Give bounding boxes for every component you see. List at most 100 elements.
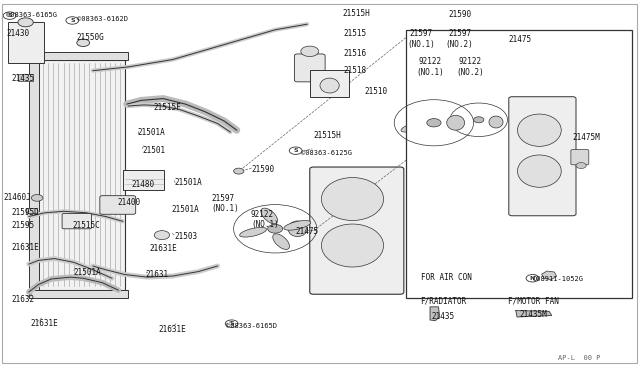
Text: 21590: 21590 [252, 165, 275, 174]
Circle shape [154, 231, 170, 240]
Text: FOR AIR CON: FOR AIR CON [421, 273, 472, 282]
Circle shape [301, 46, 319, 57]
Text: 21597
(NO.1): 21597 (NO.1) [407, 29, 435, 49]
Bar [310, 70, 349, 97]
Text: 21597
(NO.2): 21597 (NO.2) [445, 29, 474, 49]
Ellipse shape [457, 120, 473, 129]
FancyBboxPatch shape [294, 54, 325, 82]
Polygon shape [430, 307, 440, 321]
Text: 21475: 21475 [508, 35, 531, 44]
Text: 21595D: 21595D [12, 208, 39, 217]
Bar [123, 170, 164, 190]
Ellipse shape [518, 155, 561, 187]
Ellipse shape [321, 177, 383, 221]
Text: 21590: 21590 [448, 10, 471, 19]
Text: 21515: 21515 [344, 29, 367, 38]
FancyBboxPatch shape [62, 214, 92, 229]
Circle shape [31, 195, 43, 201]
Text: 21435: 21435 [12, 74, 35, 83]
Text: 21515C: 21515C [72, 221, 100, 230]
Text: 21631: 21631 [146, 270, 169, 279]
FancyBboxPatch shape [100, 196, 136, 214]
FancyBboxPatch shape [509, 97, 576, 216]
Bar [38, 60, 125, 290]
Ellipse shape [321, 224, 383, 267]
Text: ©08363-6165G: ©08363-6165G [6, 12, 58, 18]
Text: 21501A: 21501A [174, 178, 202, 187]
Text: S: S [7, 13, 12, 18]
Text: 21460J: 21460J [3, 193, 31, 202]
Text: S: S [293, 148, 298, 153]
Ellipse shape [418, 104, 435, 118]
Circle shape [474, 117, 484, 123]
Ellipse shape [442, 113, 467, 124]
Text: 21515F: 21515F [154, 103, 181, 112]
Text: 21430: 21430 [6, 29, 29, 38]
Text: 21632: 21632 [12, 295, 35, 304]
Text: ©08363-6125G: ©08363-6125G [301, 150, 352, 155]
Text: 92122
(NO.1): 92122 (NO.1) [416, 57, 444, 77]
Ellipse shape [261, 208, 278, 224]
Text: 21515H: 21515H [314, 131, 341, 140]
Text: F/MOTOR FAN: F/MOTOR FAN [508, 296, 559, 305]
FancyBboxPatch shape [310, 167, 404, 294]
Bar [29, 60, 39, 290]
Bar [406, 30, 632, 298]
Ellipse shape [288, 221, 307, 237]
FancyBboxPatch shape [571, 150, 589, 165]
Bar [29, 290, 128, 298]
Ellipse shape [489, 116, 503, 128]
Text: 21595: 21595 [12, 221, 35, 230]
Ellipse shape [484, 111, 500, 119]
Text: 21501: 21501 [142, 146, 165, 155]
Polygon shape [516, 311, 552, 317]
Text: 92122
(NO.2): 92122 (NO.2) [456, 57, 484, 77]
Ellipse shape [463, 107, 478, 116]
Text: 21435: 21435 [431, 312, 454, 321]
Ellipse shape [447, 115, 465, 130]
Ellipse shape [320, 78, 339, 93]
Text: 21475M: 21475M [573, 133, 600, 142]
Text: F/RADIATOR: F/RADIATOR [420, 296, 466, 305]
Text: 21597
(NO.1): 21597 (NO.1) [211, 194, 239, 213]
Ellipse shape [479, 123, 494, 132]
Circle shape [427, 119, 441, 127]
Text: 21480: 21480 [131, 180, 154, 189]
Text: 21475: 21475 [296, 227, 319, 236]
Circle shape [268, 224, 283, 233]
Text: 21631E: 21631E [159, 325, 186, 334]
Text: 21515H: 21515H [342, 9, 370, 17]
Text: 21501A: 21501A [172, 205, 199, 214]
Text: ©08363-6162D: ©08363-6162D [77, 16, 128, 22]
Text: 21501A: 21501A [74, 268, 101, 277]
Circle shape [77, 39, 90, 46]
Text: 21631E: 21631E [31, 319, 58, 328]
Text: 21510: 21510 [365, 87, 388, 96]
Text: 21550G: 21550G [77, 33, 104, 42]
Text: 21435M: 21435M [520, 310, 548, 319]
Text: 21400: 21400 [117, 198, 140, 207]
Text: S: S [229, 321, 234, 326]
Text: 21501A: 21501A [138, 128, 165, 137]
Text: Ô08911-1052G: Ô08911-1052G [532, 275, 584, 282]
Ellipse shape [273, 234, 289, 250]
Bar [29, 52, 128, 60]
Text: 21631E: 21631E [149, 244, 177, 253]
Circle shape [18, 18, 33, 27]
Text: 21516: 21516 [344, 49, 367, 58]
Circle shape [234, 168, 244, 174]
Ellipse shape [284, 221, 311, 230]
Bar [18, 74, 33, 81]
Circle shape [576, 163, 586, 169]
Bar [8, 22, 44, 63]
Text: ©08363-6165D: ©08363-6165D [226, 323, 277, 329]
Ellipse shape [401, 122, 426, 132]
Ellipse shape [518, 114, 561, 146]
Text: 92122
(NO.1): 92122 (NO.1) [251, 210, 278, 229]
Ellipse shape [239, 227, 266, 237]
Bar [26, 208, 37, 213]
Text: 21518: 21518 [344, 66, 367, 75]
Text: N: N [530, 276, 535, 281]
Text: 21631E: 21631E [12, 243, 39, 252]
Text: S: S [70, 18, 75, 23]
